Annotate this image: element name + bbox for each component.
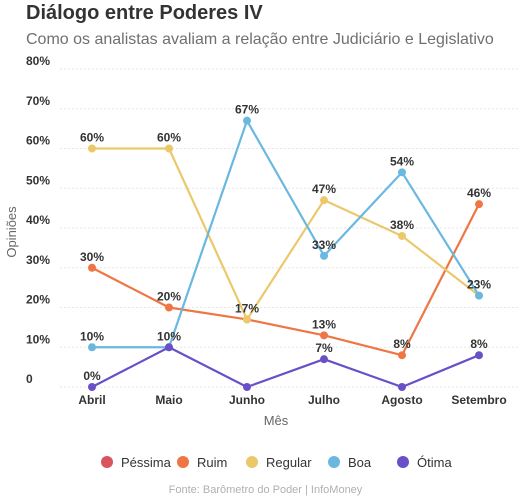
series-ótima bbox=[88, 343, 483, 391]
legend-label: Ótima bbox=[417, 455, 452, 470]
x-axis-title: Mês bbox=[264, 413, 289, 428]
data-point bbox=[398, 383, 406, 391]
y-tick-label: 10% bbox=[26, 332, 50, 346]
data-label: 13% bbox=[312, 317, 336, 331]
data-label: 30% bbox=[80, 250, 104, 264]
data-label: 54% bbox=[390, 154, 414, 168]
y-axis-ticks: 0 10% 20% 30% 40% 50% 60% 70% 80% bbox=[26, 54, 50, 386]
data-point bbox=[475, 291, 483, 300]
legend-label: Ruim bbox=[197, 455, 227, 470]
y-tick-label: 70% bbox=[26, 94, 50, 108]
data-label: 10% bbox=[157, 329, 181, 343]
chart-svg: 0 10% 20% 30% 40% 50% 60% 70% 80% Abril Maio Junho J… bbox=[4, 54, 520, 470]
legend-marker bbox=[101, 456, 113, 468]
chart-subtitle: Como os analistas avaliam a relação entr… bbox=[26, 31, 494, 48]
legend-marker bbox=[397, 456, 409, 468]
legend: Péssima Ruim Regular Boa Ótima bbox=[101, 455, 452, 470]
chart-source: Fonte: Barômetro do Poder | InfoMoney bbox=[168, 484, 363, 496]
grid-lines bbox=[60, 68, 520, 388]
data-point bbox=[88, 144, 96, 153]
data-label: 60% bbox=[157, 131, 181, 145]
legend-label: Boa bbox=[348, 455, 372, 470]
data-point bbox=[165, 343, 173, 352]
data-label: 17% bbox=[235, 301, 259, 315]
y-tick-label: 40% bbox=[26, 213, 50, 227]
data-point bbox=[398, 351, 406, 360]
data-point bbox=[398, 168, 406, 177]
legend-marker bbox=[328, 456, 340, 468]
data-label: 33% bbox=[312, 238, 336, 252]
series-line bbox=[90, 203, 481, 357]
x-tick-label: Julho bbox=[308, 393, 340, 407]
y-tick-label: 60% bbox=[26, 134, 50, 148]
legend-item: Regular bbox=[246, 455, 312, 470]
series-line bbox=[90, 147, 481, 321]
legend-label: Regular bbox=[266, 455, 312, 470]
series-line bbox=[90, 346, 481, 389]
data-point bbox=[88, 383, 96, 391]
data-point bbox=[165, 144, 173, 153]
x-axis-ticks: Abril Maio Junho Julho Agosto Setembro bbox=[78, 393, 506, 407]
y-tick-label: 0 bbox=[26, 372, 33, 386]
data-point bbox=[88, 263, 96, 272]
legend-item: Ruim bbox=[177, 455, 227, 470]
y-tick-label: 30% bbox=[26, 253, 50, 267]
legend-marker bbox=[177, 456, 189, 468]
data-label: 47% bbox=[312, 182, 336, 196]
data-label: 67% bbox=[235, 103, 259, 117]
legend-item: Ótima bbox=[397, 455, 452, 470]
data-label: 8% bbox=[470, 337, 488, 351]
x-tick-label: Abril bbox=[78, 393, 105, 407]
data-point bbox=[88, 343, 96, 352]
data-label: 20% bbox=[157, 290, 181, 304]
series-group bbox=[88, 116, 483, 391]
data-label: 38% bbox=[390, 218, 414, 232]
x-tick-label: Junho bbox=[229, 393, 265, 407]
data-point bbox=[475, 200, 483, 209]
data-point bbox=[320, 251, 328, 260]
data-point bbox=[243, 315, 251, 324]
data-point bbox=[475, 351, 483, 360]
x-tick-label: Agosto bbox=[381, 393, 422, 407]
chart-title: Diálogo entre Poderes IV bbox=[26, 2, 263, 24]
x-tick-label: Maio bbox=[155, 393, 182, 407]
data-label: 0% bbox=[83, 369, 101, 383]
data-point bbox=[243, 383, 251, 391]
data-point bbox=[320, 331, 328, 340]
data-point bbox=[320, 355, 328, 364]
data-label: 46% bbox=[467, 186, 491, 200]
legend-item: Péssima bbox=[101, 455, 172, 470]
data-point bbox=[398, 231, 406, 240]
data-label: 7% bbox=[315, 341, 333, 355]
series-boa bbox=[88, 116, 483, 352]
y-tick-label: 50% bbox=[26, 173, 50, 187]
data-labels: 30% 20% 17% 13% 8% 46% 60% 60% 47% 38% 10% 67% 33% 54… bbox=[80, 103, 491, 383]
series-line bbox=[90, 119, 481, 349]
data-label: 8% bbox=[393, 337, 411, 351]
legend-label: Péssima bbox=[121, 455, 172, 470]
legend-item: Boa bbox=[328, 455, 372, 470]
x-tick-label: Setembro bbox=[451, 393, 506, 407]
y-tick-label: 80% bbox=[26, 54, 50, 68]
data-label: 10% bbox=[80, 329, 104, 343]
data-point bbox=[165, 303, 173, 312]
data-point bbox=[243, 116, 251, 125]
y-tick-label: 20% bbox=[26, 293, 50, 307]
data-point bbox=[320, 196, 328, 205]
legend-marker bbox=[246, 456, 258, 468]
y-axis-title: Opiniões bbox=[4, 206, 19, 258]
series-ruim bbox=[88, 200, 483, 360]
data-label: 60% bbox=[80, 131, 104, 145]
data-label: 23% bbox=[467, 278, 491, 292]
